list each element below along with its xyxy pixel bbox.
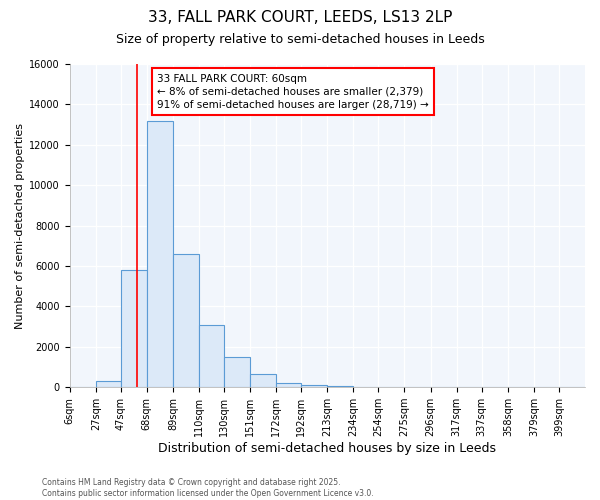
- Bar: [224, 357, 250, 387]
- Bar: [301, 385, 328, 387]
- Bar: [173, 254, 199, 387]
- Text: Contains HM Land Registry data © Crown copyright and database right 2025.
Contai: Contains HM Land Registry data © Crown c…: [42, 478, 374, 498]
- Bar: [328, 386, 353, 387]
- Text: 33 FALL PARK COURT: 60sqm
← 8% of semi-detached houses are smaller (2,379)
91% o: 33 FALL PARK COURT: 60sqm ← 8% of semi-d…: [157, 74, 429, 110]
- Bar: [121, 270, 147, 387]
- Text: Size of property relative to semi-detached houses in Leeds: Size of property relative to semi-detach…: [116, 32, 484, 46]
- Bar: [96, 381, 121, 387]
- Bar: [147, 120, 173, 387]
- Y-axis label: Number of semi-detached properties: Number of semi-detached properties: [15, 122, 25, 328]
- Bar: [250, 374, 276, 387]
- Text: 33, FALL PARK COURT, LEEDS, LS13 2LP: 33, FALL PARK COURT, LEEDS, LS13 2LP: [148, 10, 452, 25]
- Bar: [199, 324, 224, 387]
- X-axis label: Distribution of semi-detached houses by size in Leeds: Distribution of semi-detached houses by …: [158, 442, 496, 455]
- Bar: [276, 383, 301, 387]
